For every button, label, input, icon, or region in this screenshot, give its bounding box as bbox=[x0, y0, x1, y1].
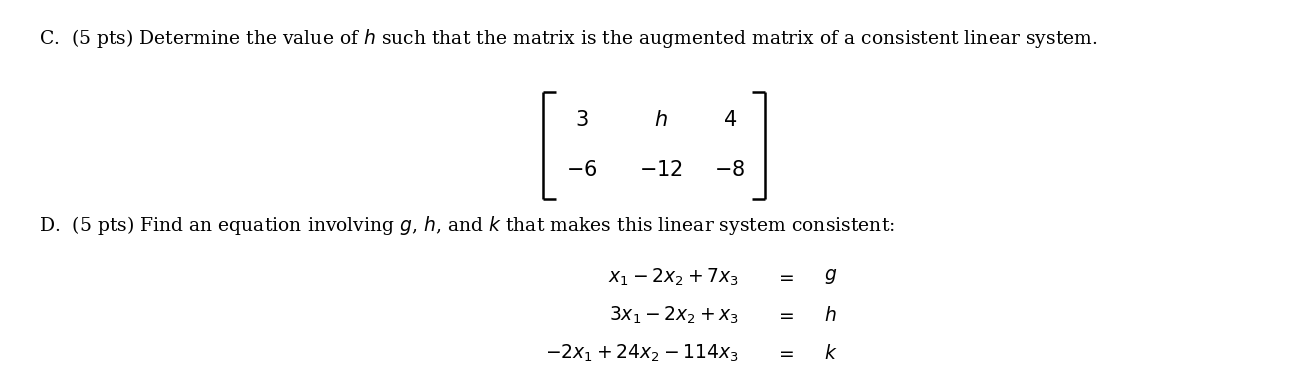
Text: $4$: $4$ bbox=[723, 110, 736, 130]
Text: $h$: $h$ bbox=[654, 110, 667, 130]
Text: $h$: $h$ bbox=[824, 306, 837, 325]
Text: $=$: $=$ bbox=[776, 306, 794, 324]
Text: $-2x_1 + 24x_2 - 114x_3$: $-2x_1 + 24x_2 - 114x_3$ bbox=[545, 343, 739, 364]
Text: $=$: $=$ bbox=[776, 268, 794, 286]
Text: $3x_1 - 2x_2 + x_3$: $3x_1 - 2x_2 + x_3$ bbox=[608, 304, 739, 326]
Text: $-8$: $-8$ bbox=[714, 160, 746, 180]
Text: C.  (5 pts) Determine the value of $h$ such that the matrix is the augmented mat: C. (5 pts) Determine the value of $h$ su… bbox=[39, 27, 1097, 50]
Text: $g$: $g$ bbox=[824, 267, 837, 286]
Text: $3$: $3$ bbox=[576, 110, 589, 130]
Text: $-6$: $-6$ bbox=[566, 160, 598, 180]
Text: $x_1 - 2x_2 + 7x_3$: $x_1 - 2x_2 + 7x_3$ bbox=[608, 266, 739, 288]
Text: $=$: $=$ bbox=[776, 344, 794, 363]
Text: $k$: $k$ bbox=[824, 344, 837, 363]
Text: D.  (5 pts) Find an equation involving $g$, $h$, and $k$ that makes this linear : D. (5 pts) Find an equation involving $g… bbox=[39, 214, 895, 237]
Text: $-12$: $-12$ bbox=[638, 160, 683, 180]
